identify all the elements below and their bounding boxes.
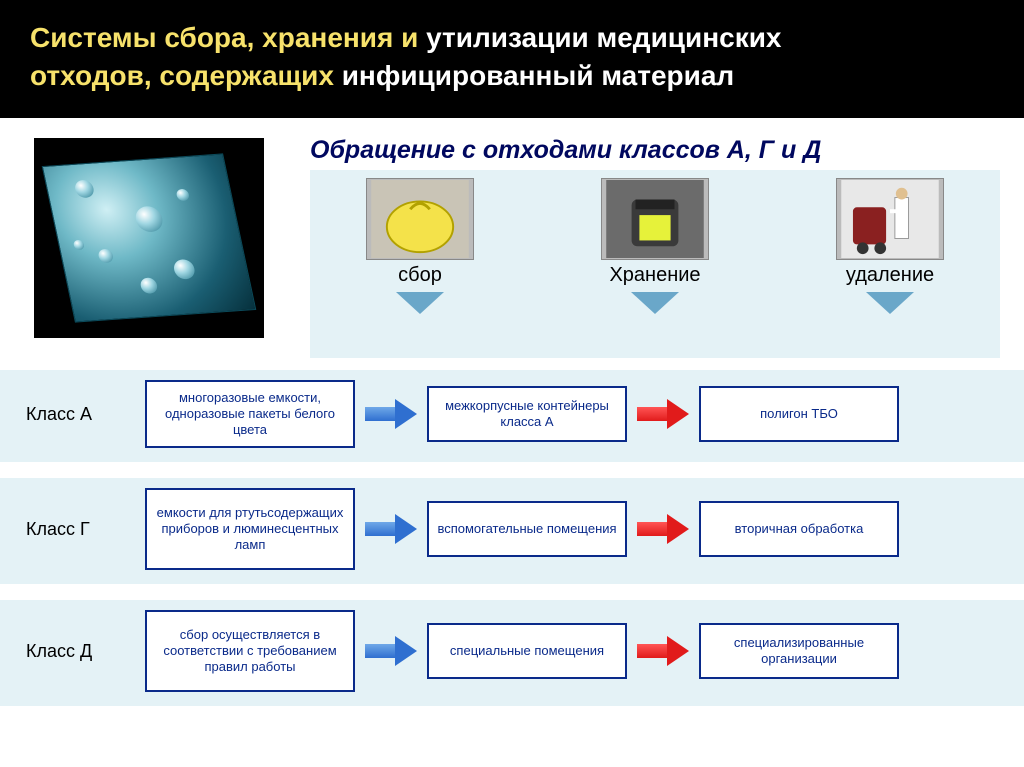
arrow-right-icon — [637, 636, 689, 666]
arrow-right-icon — [365, 399, 417, 429]
stage-removal-label: удаление — [846, 264, 934, 287]
arrow-right-icon — [365, 514, 417, 544]
arrow-right-icon — [637, 514, 689, 544]
title-line2-a: отходов, содержащих — [30, 60, 342, 91]
title-line1-b: утилизации медицинских — [426, 22, 781, 53]
slide-title: Системы сбора, хранения и утилизации мед… — [30, 19, 782, 95]
box-a-removal: полигон ТБО — [699, 386, 899, 442]
title-line1-a: Системы сбора, хранения и — [30, 22, 426, 53]
slide-header: Системы сбора, хранения и утилизации мед… — [0, 0, 1024, 118]
class-rows: Класс А многоразовые емкости, одноразовы… — [0, 370, 1024, 722]
stage-storage: Хранение — [573, 178, 738, 314]
stage-collection-image — [366, 178, 474, 260]
stages-row: сбор Хранение удаление — [310, 170, 1000, 358]
stage-collection-label: сбор — [398, 264, 442, 287]
row-class-g: Класс Г емкости для ртутьсодержащих приб… — [0, 478, 1024, 584]
box-d-storage: специальные помещения — [427, 623, 627, 679]
slide-body: Обращение с отходами классов А, Г и Д сб… — [0, 118, 1024, 767]
chevron-down-icon — [866, 292, 914, 314]
water-droplets-icon — [42, 153, 257, 322]
decorative-image — [34, 138, 264, 338]
box-d-removal: специализированные организации — [699, 623, 899, 679]
stage-removal-image — [836, 178, 944, 260]
chevron-down-icon — [631, 292, 679, 314]
title-line2-b: инфицированный материал — [342, 60, 735, 91]
box-a-storage: межкорпусные контейнеры класса А — [427, 386, 627, 442]
box-a-collection: многоразовые емкости, одноразовые пакеты… — [145, 380, 355, 448]
arrow-right-icon — [365, 636, 417, 666]
arrow-right-icon — [637, 399, 689, 429]
stage-collection: сбор — [338, 178, 503, 314]
subtitle: Обращение с отходами классов А, Г и Д — [310, 136, 1004, 165]
row-label-d: Класс Д — [0, 641, 135, 662]
box-g-collection: емкости для ртутьсодержащих приборов и л… — [145, 488, 355, 570]
box-d-collection: сбор осуществляется в соответствии с тре… — [145, 610, 355, 692]
box-g-removal: вторичная обработка — [699, 501, 899, 557]
row-class-d: Класс Д сбор осуществляется в соответств… — [0, 600, 1024, 706]
stage-removal: удаление — [808, 178, 973, 314]
row-class-a: Класс А многоразовые емкости, одноразовы… — [0, 370, 1024, 462]
row-label-g: Класс Г — [0, 519, 135, 540]
row-label-a: Класс А — [0, 404, 135, 425]
box-g-storage: вспомогательные помещения — [427, 501, 627, 557]
stage-storage-image — [601, 178, 709, 260]
chevron-down-icon — [396, 292, 444, 314]
stage-storage-label: Хранение — [609, 264, 700, 287]
